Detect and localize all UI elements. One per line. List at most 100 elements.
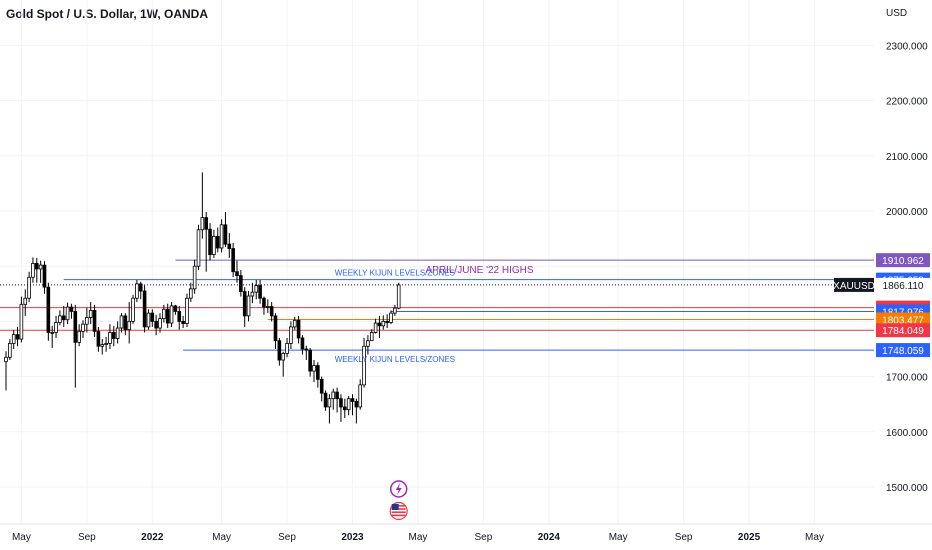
time-tick-label: May bbox=[212, 532, 231, 543]
candle-body bbox=[123, 315, 128, 331]
price-tag-value: 1866.110 bbox=[883, 281, 924, 292]
candle-body bbox=[242, 291, 247, 317]
candle-body bbox=[342, 406, 347, 411]
candle-body bbox=[339, 398, 343, 408]
candle-body bbox=[396, 284, 401, 309]
candle-body bbox=[265, 306, 270, 308]
candle-body bbox=[11, 334, 16, 344]
candle-body bbox=[366, 340, 370, 347]
candle-body bbox=[254, 285, 259, 293]
level-price-tag: 1910.962 bbox=[876, 253, 930, 268]
candle-body bbox=[185, 297, 189, 325]
time-tick-label: Sep bbox=[475, 532, 493, 543]
candle-body bbox=[77, 330, 81, 343]
candle-body bbox=[158, 318, 162, 329]
candle-body bbox=[362, 345, 366, 386]
candle-body bbox=[31, 263, 35, 278]
candle-body bbox=[150, 312, 155, 322]
candle-body bbox=[327, 398, 332, 408]
time-tick-label: 2023 bbox=[341, 532, 364, 543]
currency-label: USD bbox=[886, 8, 907, 19]
level-price-tag: 1784.049 bbox=[876, 323, 930, 338]
candle-body bbox=[169, 305, 174, 324]
candle-body bbox=[227, 243, 232, 249]
level-price-tag: 1803.477 bbox=[876, 312, 930, 327]
candle-body bbox=[323, 392, 328, 408]
candle-body bbox=[88, 309, 93, 318]
annotation-april-june-highs: APRIL/JUNE '22 HIGHS bbox=[426, 265, 534, 276]
candle-body bbox=[223, 224, 228, 245]
candle-body bbox=[373, 322, 378, 333]
candle-body bbox=[285, 343, 289, 354]
candle-body bbox=[135, 283, 139, 299]
candle-body bbox=[269, 306, 274, 317]
price-tick-label: 2000.000 bbox=[886, 207, 928, 218]
candle-body bbox=[65, 306, 70, 321]
candle-body bbox=[154, 320, 158, 329]
price-tag-bg bbox=[876, 253, 930, 268]
price-tick-label: 1500.000 bbox=[886, 483, 928, 494]
candle-body bbox=[165, 308, 170, 324]
candle-body bbox=[100, 344, 105, 347]
candle-body bbox=[8, 343, 12, 358]
candle-body bbox=[162, 308, 166, 320]
price-tag-bg bbox=[876, 277, 930, 292]
candle-body bbox=[115, 327, 120, 339]
candle-body bbox=[231, 248, 235, 273]
lightning-icon-bolt bbox=[395, 483, 402, 495]
candle-body bbox=[250, 291, 255, 297]
time-tick-label: May bbox=[408, 532, 427, 543]
candle-body bbox=[196, 229, 201, 267]
candle-body bbox=[292, 319, 297, 328]
candle-body bbox=[369, 332, 374, 342]
candle-body bbox=[331, 391, 336, 400]
price-tag-value: 1748.059 bbox=[882, 346, 924, 357]
flag-stripe bbox=[391, 511, 406, 513]
candle-body bbox=[58, 315, 62, 323]
price-tag-bg bbox=[876, 312, 930, 327]
candle-body bbox=[389, 312, 393, 323]
candle-body bbox=[354, 401, 359, 408]
candle-body bbox=[146, 312, 151, 328]
candle-body bbox=[35, 263, 39, 270]
price-tick-label: 2200.000 bbox=[886, 97, 928, 108]
chart-title: Gold Spot / U.S. Dollar, 1W, OANDA bbox=[6, 7, 209, 21]
candle-body bbox=[108, 332, 112, 344]
candle-body bbox=[212, 235, 216, 256]
candle-body bbox=[262, 297, 266, 308]
candle-body bbox=[131, 297, 135, 322]
candle-body bbox=[81, 323, 85, 332]
price-tag-value: 1910.962 bbox=[882, 256, 924, 267]
price-tick-label: 2300.000 bbox=[886, 41, 928, 52]
candle-body bbox=[346, 398, 351, 411]
price-tag-bg bbox=[876, 323, 930, 338]
annotation-kijun-upper: WEEKLY KIJUN LEVELS/ZONES bbox=[335, 269, 455, 278]
candle-body bbox=[393, 307, 397, 314]
candle-body bbox=[319, 378, 324, 394]
candle-body bbox=[4, 356, 8, 363]
flag-stripe bbox=[391, 514, 406, 517]
lightning-icon bbox=[389, 480, 408, 498]
candle-body bbox=[50, 332, 54, 334]
candle-body bbox=[104, 343, 108, 345]
candle-body bbox=[296, 319, 301, 339]
flag-canton bbox=[391, 504, 399, 510]
us-flag-icon bbox=[389, 501, 408, 521]
candle-body bbox=[239, 275, 243, 292]
candle-body bbox=[188, 288, 193, 299]
time-tick-label: May bbox=[12, 532, 31, 543]
symbol-tag-label: XAUUSD bbox=[833, 281, 875, 292]
time-tick-label: 2024 bbox=[538, 532, 561, 543]
candle-body bbox=[350, 398, 355, 402]
candle-body bbox=[69, 306, 74, 312]
price-tick-label: 1600.000 bbox=[886, 428, 928, 439]
candle-body bbox=[381, 320, 386, 327]
candle-body bbox=[200, 217, 205, 231]
candle-body bbox=[127, 320, 132, 331]
candle-body bbox=[219, 224, 224, 249]
candle-body bbox=[192, 265, 197, 290]
candle-body bbox=[138, 283, 143, 292]
candle-body bbox=[177, 311, 182, 322]
level-price-tag: 1748.059 bbox=[876, 343, 930, 358]
